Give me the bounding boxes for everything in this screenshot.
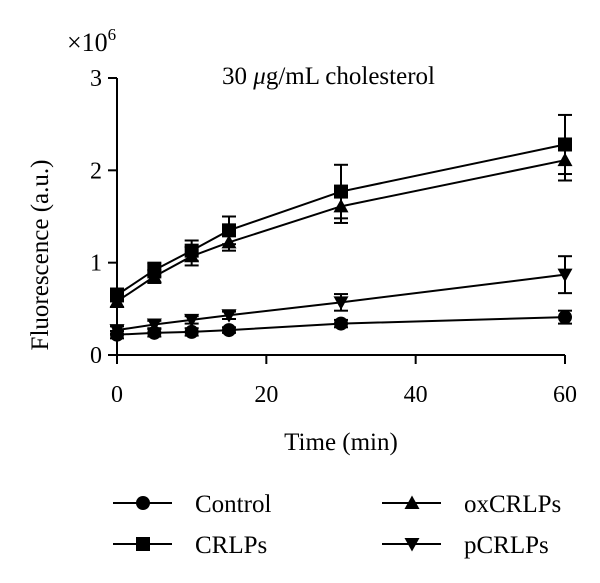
x-tick-label: 40 bbox=[404, 382, 428, 408]
legend-label: pCRLPs bbox=[464, 532, 549, 559]
x-tick-label: 60 bbox=[553, 382, 577, 408]
legend-marker-oxcrlps bbox=[404, 495, 420, 509]
y-tick-label: 0 bbox=[90, 343, 102, 369]
legend-label: oxCRLPs bbox=[464, 491, 561, 518]
x-tick-label: 20 bbox=[254, 382, 278, 408]
data-point-oxcrlps bbox=[557, 152, 573, 167]
legend-item-oxcrlps: oxCRLPs bbox=[382, 491, 561, 518]
data-point-oxcrlps bbox=[221, 234, 237, 249]
x-tick-label: 0 bbox=[111, 382, 123, 408]
data-point-oxcrlps bbox=[146, 269, 162, 283]
legend-marker-control bbox=[136, 496, 150, 510]
y-tick-label: 2 bbox=[90, 158, 102, 184]
legend-label: Control bbox=[195, 491, 271, 518]
y-multiplier: ×106 bbox=[67, 25, 116, 57]
y-tick-label: 3 bbox=[90, 66, 102, 92]
data-point-oxcrlps bbox=[184, 248, 200, 263]
legend-marker-crlps bbox=[136, 537, 150, 551]
y-axis-title: Fluorescence (a.u.) bbox=[27, 160, 54, 351]
legend-label: CRLPs bbox=[195, 532, 267, 559]
data-point-control bbox=[147, 325, 162, 340]
y-multiplier-base: ×10 bbox=[67, 28, 108, 57]
data-point-control bbox=[558, 310, 572, 325]
series-line-pcrlps bbox=[116, 273, 566, 332]
data-point-oxcrlps bbox=[109, 293, 125, 308]
data-point-pcrlps bbox=[557, 268, 573, 283]
data-point-control bbox=[222, 323, 236, 338]
legend-item-crlps: CRLPs bbox=[113, 532, 267, 559]
x-axis-title: Time (min) bbox=[284, 429, 398, 456]
plot-area bbox=[109, 113, 573, 342]
data-point-pcrlps bbox=[109, 324, 125, 338]
y-tick-label: 1 bbox=[90, 251, 102, 277]
legend-item-pcrlps: pCRLPs bbox=[382, 532, 549, 559]
legend-item-control: Control bbox=[113, 491, 271, 518]
legend-marker-pcrlps bbox=[404, 538, 420, 552]
series-pcrlps bbox=[109, 255, 573, 338]
y-ticks: 0 1 2 3 bbox=[90, 66, 117, 369]
series-oxcrlps bbox=[109, 138, 573, 308]
legend: Control CRLPs oxCRLPs pCRLPs bbox=[113, 491, 561, 559]
data-point-oxcrlps bbox=[333, 198, 349, 213]
series-control bbox=[110, 309, 572, 342]
x-ticks: 0 20 40 60 bbox=[111, 355, 577, 408]
chart-annotation: 30 μg/mL cholesterol bbox=[222, 63, 435, 90]
data-point-control bbox=[184, 324, 199, 339]
data-point-pcrlps bbox=[333, 296, 349, 310]
data-point-pcrlps bbox=[146, 318, 162, 333]
data-point-control bbox=[334, 316, 348, 331]
data-point-pcrlps bbox=[184, 313, 200, 328]
data-point-pcrlps bbox=[221, 309, 237, 323]
y-multiplier-exponent: 6 bbox=[108, 25, 117, 44]
